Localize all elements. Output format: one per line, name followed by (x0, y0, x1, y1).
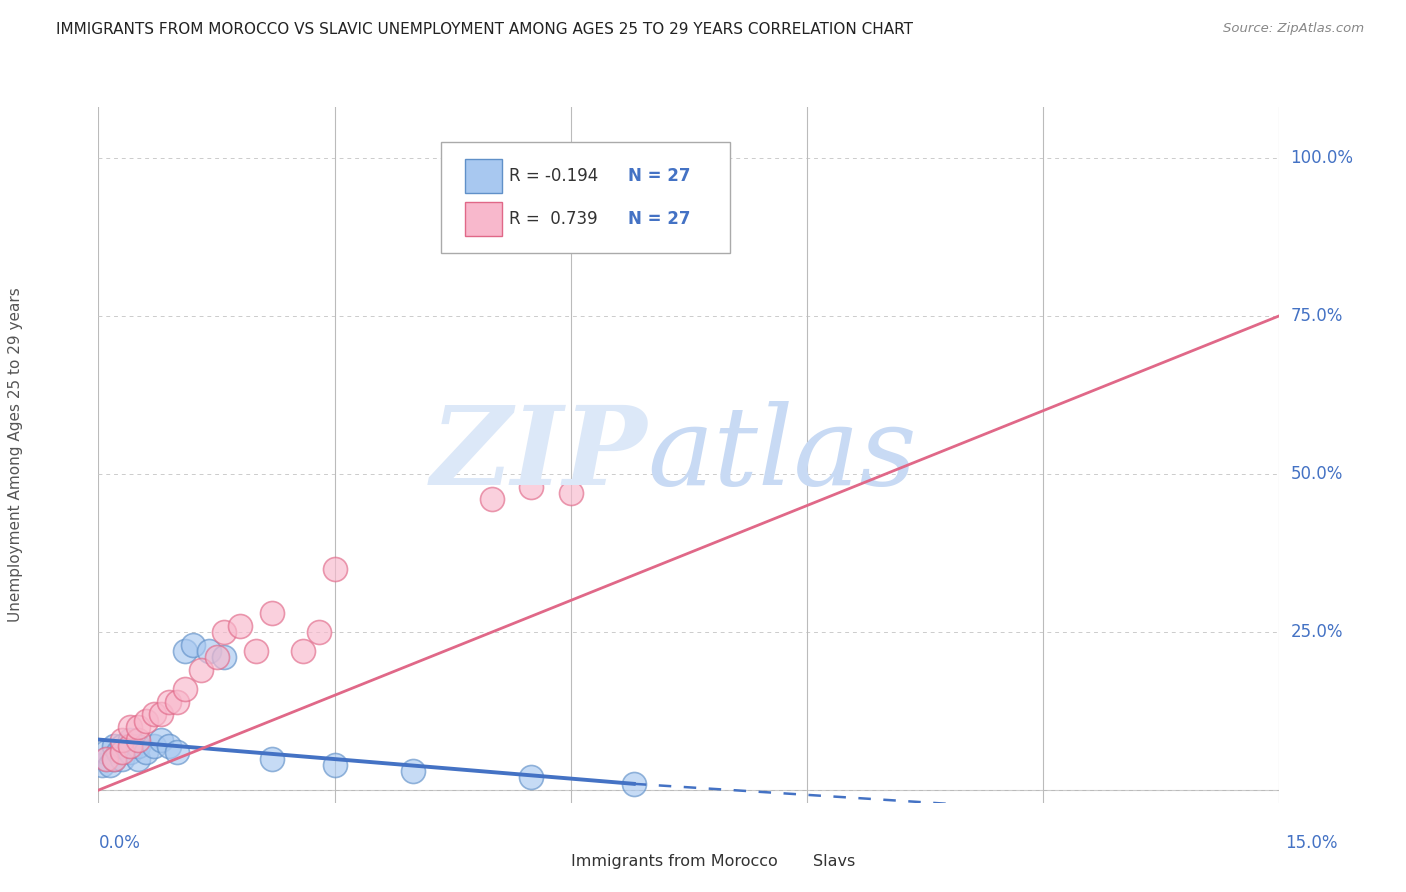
Point (214, 625, 236, 640)
Point (103, 751, 125, 765)
FancyBboxPatch shape (464, 202, 502, 235)
Point (96, 751, 118, 765)
Point (118, 739, 141, 753)
Point (197, 644, 219, 658)
Point (623, 777, 645, 791)
Point (127, 732, 149, 747)
Point (96, 751, 118, 765)
Point (127, 720, 149, 734)
Point (323, 757, 346, 772)
Point (181, 638, 204, 652)
Point (107, 745, 129, 759)
FancyBboxPatch shape (522, 848, 564, 876)
Point (520, 771, 543, 785)
Point (142, 707, 165, 722)
Point (214, 650, 236, 665)
Point (127, 739, 149, 753)
FancyBboxPatch shape (763, 848, 806, 876)
Text: Slavs: Slavs (813, 855, 855, 870)
Point (205, 650, 228, 665)
Point (96, 745, 118, 759)
Point (118, 732, 141, 747)
Point (481, 492, 503, 507)
Point (135, 745, 157, 759)
Point (402, 764, 425, 779)
Point (157, 739, 180, 753)
Point (111, 745, 134, 759)
Point (118, 720, 141, 734)
Text: N = 27: N = 27 (627, 210, 690, 228)
Text: 50.0%: 50.0% (1291, 465, 1343, 483)
Text: 0.0%: 0.0% (98, 834, 141, 852)
Point (157, 695, 180, 709)
Point (166, 695, 188, 709)
Point (520, 479, 543, 493)
Point (190, 663, 212, 677)
Point (150, 732, 173, 747)
Text: 25.0%: 25.0% (1291, 623, 1343, 641)
Text: ZIP: ZIP (432, 401, 648, 508)
Point (245, 644, 267, 658)
Text: N = 27: N = 27 (627, 167, 690, 185)
Point (118, 745, 141, 759)
Point (111, 751, 134, 765)
FancyBboxPatch shape (441, 142, 730, 253)
Text: Source: ZipAtlas.com: Source: ZipAtlas.com (1223, 22, 1364, 36)
Text: 75.0%: 75.0% (1291, 307, 1343, 325)
Point (174, 644, 197, 658)
Point (292, 644, 315, 658)
Point (103, 751, 125, 765)
Text: R = -0.194: R = -0.194 (509, 167, 599, 185)
Point (135, 714, 157, 728)
Point (308, 625, 330, 640)
Point (166, 745, 188, 759)
Point (260, 606, 283, 620)
Text: 15.0%: 15.0% (1285, 834, 1339, 852)
Text: R =  0.739: R = 0.739 (509, 210, 598, 228)
Point (111, 739, 134, 753)
Point (103, 739, 125, 753)
Point (111, 732, 134, 747)
Point (174, 681, 197, 696)
Text: atlas: atlas (648, 401, 917, 508)
Point (260, 751, 283, 765)
Text: IMMIGRANTS FROM MOROCCO VS SLAVIC UNEMPLOYMENT AMONG AGES 25 TO 29 YEARS CORRELA: IMMIGRANTS FROM MOROCCO VS SLAVIC UNEMPL… (56, 22, 914, 37)
Point (323, 562, 346, 576)
Point (560, 486, 582, 500)
Point (127, 751, 149, 765)
Point (150, 707, 173, 722)
Point (678, 151, 700, 165)
Text: Unemployment Among Ages 25 to 29 years: Unemployment Among Ages 25 to 29 years (8, 287, 24, 623)
Point (229, 618, 252, 632)
FancyBboxPatch shape (464, 160, 502, 193)
Text: 100.0%: 100.0% (1291, 149, 1354, 167)
Point (142, 739, 165, 753)
Point (98, 757, 121, 772)
Point (91, 757, 114, 772)
Text: Immigrants from Morocco: Immigrants from Morocco (571, 855, 778, 870)
